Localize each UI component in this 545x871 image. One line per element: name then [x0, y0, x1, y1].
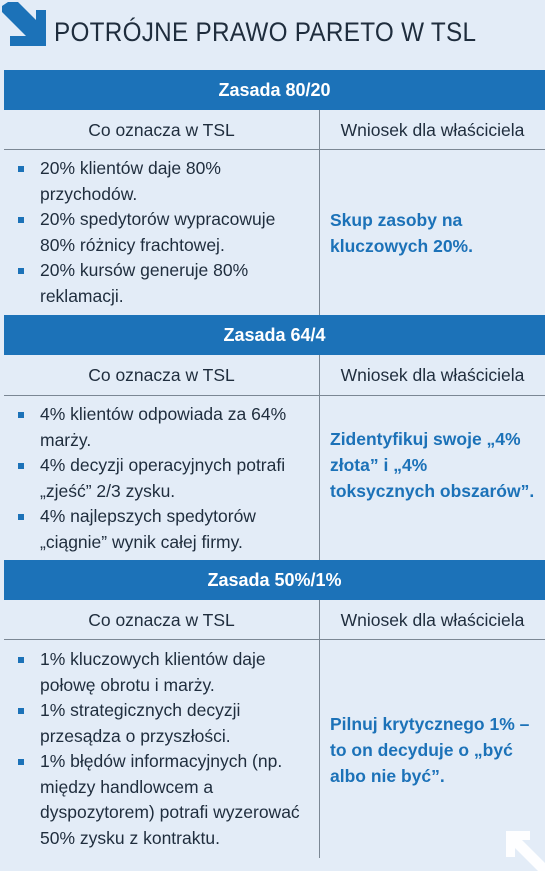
divider	[4, 149, 545, 150]
bullet-square-icon	[18, 463, 24, 469]
divider	[4, 395, 545, 396]
header: POTRÓJNE PRAWO PARETO W TSL	[0, 0, 545, 68]
bullet-list: 20% klientów daje 80% przychodów. 20% sp…	[18, 156, 313, 309]
bullet-square-icon	[18, 514, 24, 520]
list-item: 1% kluczowych klientów daje połowę obrot…	[18, 647, 313, 698]
arrow-up-left-icon	[506, 831, 545, 871]
arrow-down-right-icon	[2, 2, 46, 46]
list-item: 4% decyzji operacyjnych potrafi „zjeść” …	[18, 453, 313, 504]
bullet-square-icon	[18, 708, 24, 714]
bullet-square-icon	[18, 268, 24, 274]
list-item: 1% strategicznych decyzji przesądza o pr…	[18, 698, 313, 749]
bullet-square-icon	[18, 412, 24, 418]
conclusion-text: Pilnuj krytycznego 1% – to on decyduje o…	[330, 714, 530, 786]
list-item: 20% kursów generuje 80% reklamacji.	[18, 258, 313, 309]
section-title-50-1: Zasada 50%/1%	[4, 560, 545, 600]
list-item: 1% błędów informacyjnych (np. między han…	[18, 749, 313, 851]
bullet-square-icon	[18, 759, 24, 765]
bullet-list: 4% klientów odpowiada za 64% marży. 4% d…	[18, 402, 313, 555]
column-divider	[319, 600, 320, 858]
section-title-80-20: Zasada 80/20	[4, 70, 545, 110]
column-divider	[319, 110, 320, 315]
page-title: POTRÓJNE PRAWO PARETO W TSL	[54, 17, 477, 47]
conclusion-text: Zidentyfikuj swoje „4% złota” i „4% toks…	[330, 429, 535, 501]
conclusion-text: Skup zasoby na kluczowych 20%.	[330, 210, 473, 256]
list-item: 4% najlepszych spedytorów „ciągnie” wyni…	[18, 504, 313, 555]
column-header-meaning: Co oznacza w TSL	[88, 609, 235, 630]
column-divider	[319, 355, 320, 560]
bullet-square-icon	[18, 217, 24, 223]
bullet-square-icon	[18, 166, 24, 172]
bullet-square-icon	[18, 657, 24, 663]
column-header-conclusion: Wniosek dla właściciela	[340, 119, 525, 140]
column-header-meaning: Co oznacza w TSL	[88, 119, 235, 140]
list-item: 20% spedytorów wypracowuje 80% różnicy f…	[18, 207, 313, 258]
divider	[4, 639, 545, 640]
list-item: 20% klientów daje 80% przychodów.	[18, 156, 313, 207]
column-header-conclusion: Wniosek dla właściciela	[340, 364, 525, 385]
list-item: 4% klientów odpowiada za 64% marży.	[18, 402, 313, 453]
column-header-meaning: Co oznacza w TSL	[88, 364, 235, 385]
section-title-64-4: Zasada 64/4	[4, 315, 545, 355]
bullet-list: 1% kluczowych klientów daje połowę obrot…	[18, 647, 313, 851]
column-header-conclusion: Wniosek dla właściciela	[340, 609, 525, 630]
